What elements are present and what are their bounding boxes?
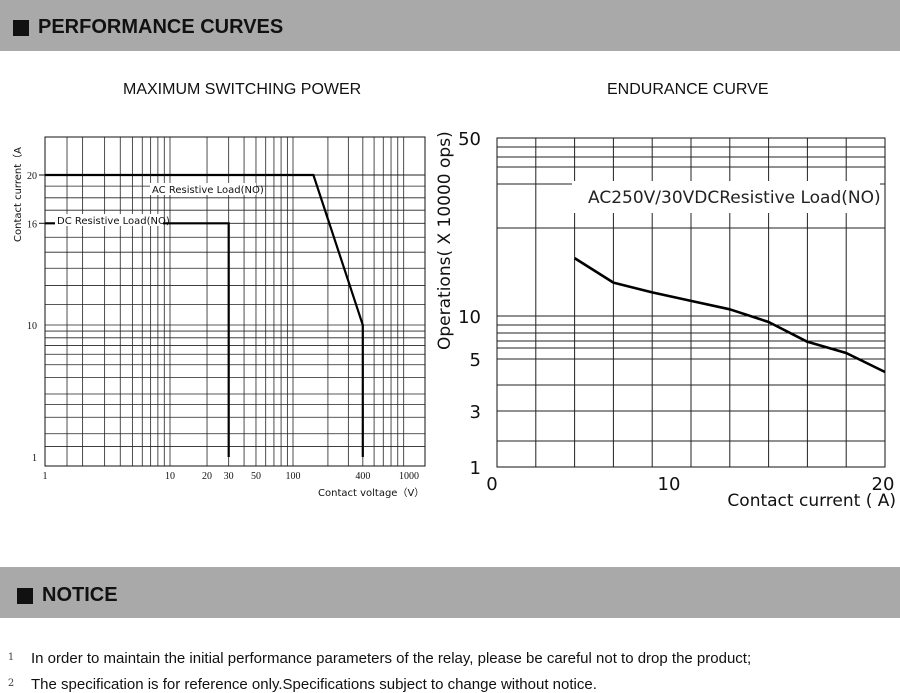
x-tick-label: 100 [286,471,301,482]
annotation-label: AC250V/30VDCResistive Load(NO) [588,188,881,208]
endurance-curve-line [573,257,886,374]
endurance-curve-title: ENDURANCE CURVE [607,81,769,98]
label-background [150,183,256,195]
notice-header: NOTICE [0,567,900,618]
x-tick-label: 1 [43,471,48,482]
x-axis-label: Contact voltage（V） [318,487,424,499]
ac-resistive-load-line [45,173,364,457]
y-tick-label: 1 [470,458,481,479]
x-tick-label: 30 [224,471,234,482]
x-tick-label: 1000 [399,471,419,482]
dc-series-label: DC Resistive Load(NO) [57,216,170,227]
y-tick-label: 10 [458,307,481,328]
x-tick-label: 10 [658,474,681,495]
notice-number: 2 [7,678,15,689]
y-axis-label: Contact current（A [12,147,24,242]
notice-text: The specification is for reference only.… [31,676,597,693]
switching-power-title: MAXIMUM SWITCHING POWER [123,81,362,98]
y-tick-label: 16 [27,219,37,230]
y-tick-label: 50 [458,129,481,150]
y-tick-label: 20 [27,171,37,182]
performance-curves-header: PERFORMANCE CURVES [0,0,900,51]
notice-text: In order to maintain the initial perform… [31,650,752,667]
annotation-background [572,181,880,213]
x-tick-label: 50 [251,471,261,482]
x-tick-label: 400 [355,471,370,482]
x-tick-label: 10 [165,471,175,482]
notice-title: NOTICE [42,584,118,606]
plot-frame [44,136,426,467]
x-axis-label: Contact current ( A) [727,491,896,511]
square-bullet-icon [13,20,29,36]
section-title: PERFORMANCE CURVES [38,16,284,38]
square-bullet-icon [17,588,33,604]
y-tick-label: 3 [470,402,481,423]
x-tick-label: 20 [202,471,212,482]
x-tick-label: 0 [486,474,497,495]
y-tick-label: 1 [32,453,37,464]
ac-series-label: AC Resistive Load(NO) [152,185,264,196]
y-tick-label: 5 [470,350,481,371]
y-tick-label: 10 [27,321,37,332]
label-background [55,214,163,226]
x-tick-label: 20 [872,474,895,495]
notice-number: 1 [7,652,15,663]
y-axis-label: Operations( X 10000 ops) [435,131,455,350]
